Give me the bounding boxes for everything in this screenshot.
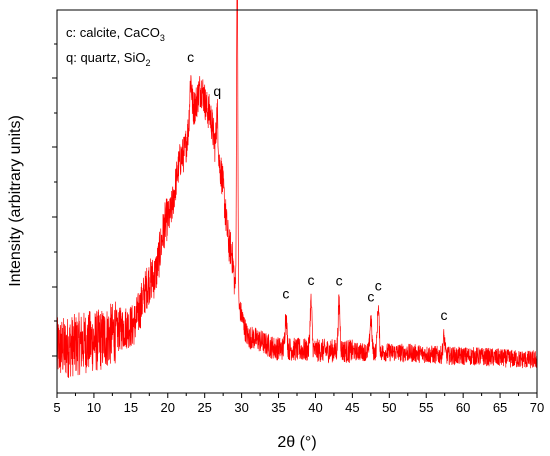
peak-label: q (213, 83, 221, 99)
peak-label: c (375, 278, 382, 294)
peak-label: c (308, 272, 315, 288)
x-tick-label: 25 (197, 400, 211, 415)
peak-label: c (367, 289, 374, 305)
x-tick-label: 55 (419, 400, 433, 415)
peak-label: c (187, 49, 194, 65)
x-tick-label: 5 (53, 400, 60, 415)
x-tick-label: 40 (308, 400, 322, 415)
x-tick-label: 45 (345, 400, 359, 415)
x-tick-label: 15 (124, 400, 138, 415)
x-tick-label: 10 (87, 400, 101, 415)
data-layer (56, 0, 538, 379)
peak-label: c (336, 273, 343, 289)
legend-item-quartz: q: quartz, SiO2 (66, 50, 151, 68)
x-tick-label: 65 (493, 400, 507, 415)
x-tick-labels: 5 10 15 20 25 30 35 40 45 50 55 60 65 70 (53, 400, 544, 415)
peak-label: c (282, 285, 289, 301)
x-tick-label: 50 (382, 400, 396, 415)
peak-label: c (440, 307, 447, 323)
x-tick-label: 20 (161, 400, 175, 415)
x-tick-label: 60 (456, 400, 470, 415)
x-axis-title: 2θ (°) (277, 434, 316, 451)
x-tick-label: 35 (271, 400, 285, 415)
legend-item-calcite: c: calcite, CaCO3 (66, 25, 165, 43)
y-axis-title: Intensity (arbitrary units) (7, 115, 24, 287)
legend: c: calcite, CaCO3 q: quartz, SiO2 (66, 25, 165, 68)
x-tick-label: 70 (530, 400, 544, 415)
x-tick-label: 30 (234, 400, 248, 415)
series-line (56, 0, 538, 379)
axis-ticks (52, 43, 538, 398)
